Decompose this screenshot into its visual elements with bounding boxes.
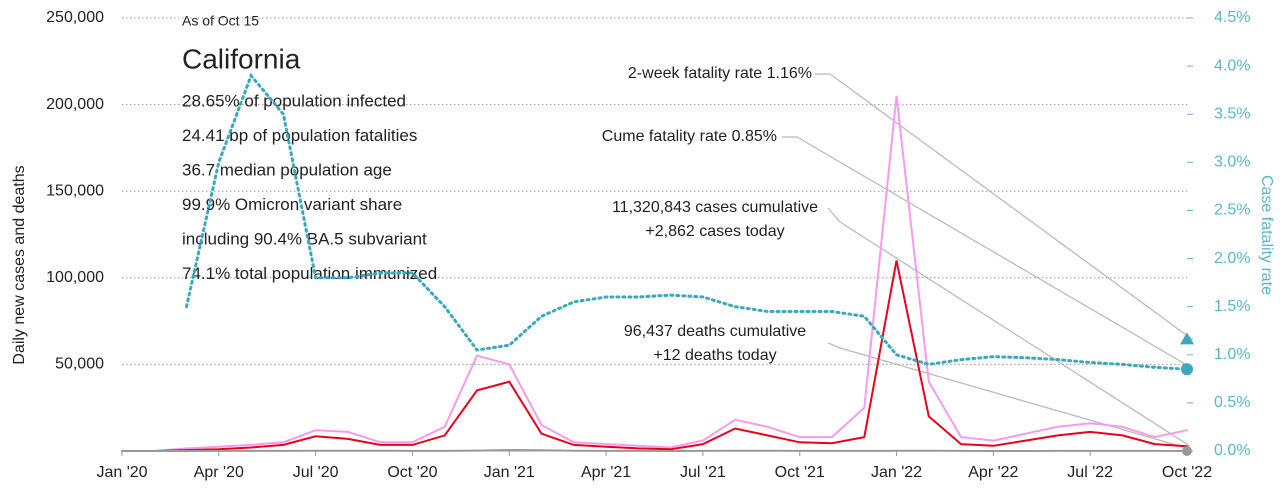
x-tick-label: Oct '20 <box>387 464 437 481</box>
x-tick-label: Apr '22 <box>968 464 1018 481</box>
fatality-line <box>185 72 1189 371</box>
x-tick-label: Apr '21 <box>581 464 631 481</box>
x-tick-label: Jul '20 <box>293 464 339 481</box>
x-tick-label: Jan '21 <box>484 464 535 481</box>
info-line: 24.41 bp of population fatalities <box>182 126 417 145</box>
y2-tick-label: 2.0% <box>1214 250 1250 267</box>
as-of: As of Oct 15 <box>182 13 259 29</box>
marker-label: 2-week fatality rate 1.16% <box>628 65 812 82</box>
marker <box>1180 332 1194 345</box>
y2-tick-label: 2.5% <box>1214 202 1250 219</box>
x-tick-label: Jul '21 <box>680 464 726 481</box>
series-line <box>121 95 1188 452</box>
y2-tick-label: 4.0% <box>1214 57 1250 74</box>
x-tick-label: Jan '22 <box>871 464 922 481</box>
series-line <box>121 260 1188 452</box>
y-tick-label: 200,000 <box>46 96 104 113</box>
annotation: +2,862 cases today <box>645 223 784 240</box>
y-tick-label: 150,000 <box>46 182 104 199</box>
x-tick-label: Jul '22 <box>1067 464 1113 481</box>
y2-tick-label: 1.5% <box>1214 298 1250 315</box>
info-line: 28.65% of population infected <box>182 91 406 110</box>
y2-tick-label: 0.0% <box>1214 442 1250 459</box>
y-tick-label: 50,000 <box>55 356 104 373</box>
info-line: including 90.4% BA.5 subvariant <box>182 229 427 248</box>
info-line: 36.7 median population age <box>182 160 392 179</box>
marker <box>1181 363 1193 376</box>
y2-tick-label: 3.5% <box>1214 105 1250 122</box>
x-tick-label: Oct '21 <box>775 464 825 481</box>
endpoint <box>1182 445 1192 456</box>
y2-tick-label: 1.0% <box>1214 346 1250 363</box>
y2-tick-label: 4.5% <box>1214 9 1250 26</box>
y2-tick-label: 0.5% <box>1214 394 1250 411</box>
region: California <box>182 43 301 74</box>
series-line <box>121 448 1188 453</box>
y-tick-label: 100,000 <box>46 269 104 286</box>
info-line: 74.1% total population immunized <box>182 264 437 283</box>
annotation: 11,320,843 cases cumulative <box>612 199 818 216</box>
y-tick-label: 250,000 <box>46 9 104 26</box>
y2-tick-label: 3.0% <box>1214 154 1250 171</box>
x-tick-label: Jan '20 <box>96 464 147 481</box>
marker-label: Cume fatality rate 0.85% <box>602 128 777 145</box>
y2-axis-label: Case fatality rate <box>1258 175 1275 295</box>
leader-lines <box>782 73 1194 450</box>
x-tick-label: Oct '22 <box>1162 464 1212 481</box>
annotation: 96,437 deaths cumulative <box>624 323 806 340</box>
y-axis-label: Daily new cases and deaths <box>11 165 28 364</box>
annotation: +12 deaths today <box>653 347 776 364</box>
info-line: 99.9% Omicron variant share <box>182 195 402 214</box>
x-tick-label: Apr '20 <box>194 464 244 481</box>
